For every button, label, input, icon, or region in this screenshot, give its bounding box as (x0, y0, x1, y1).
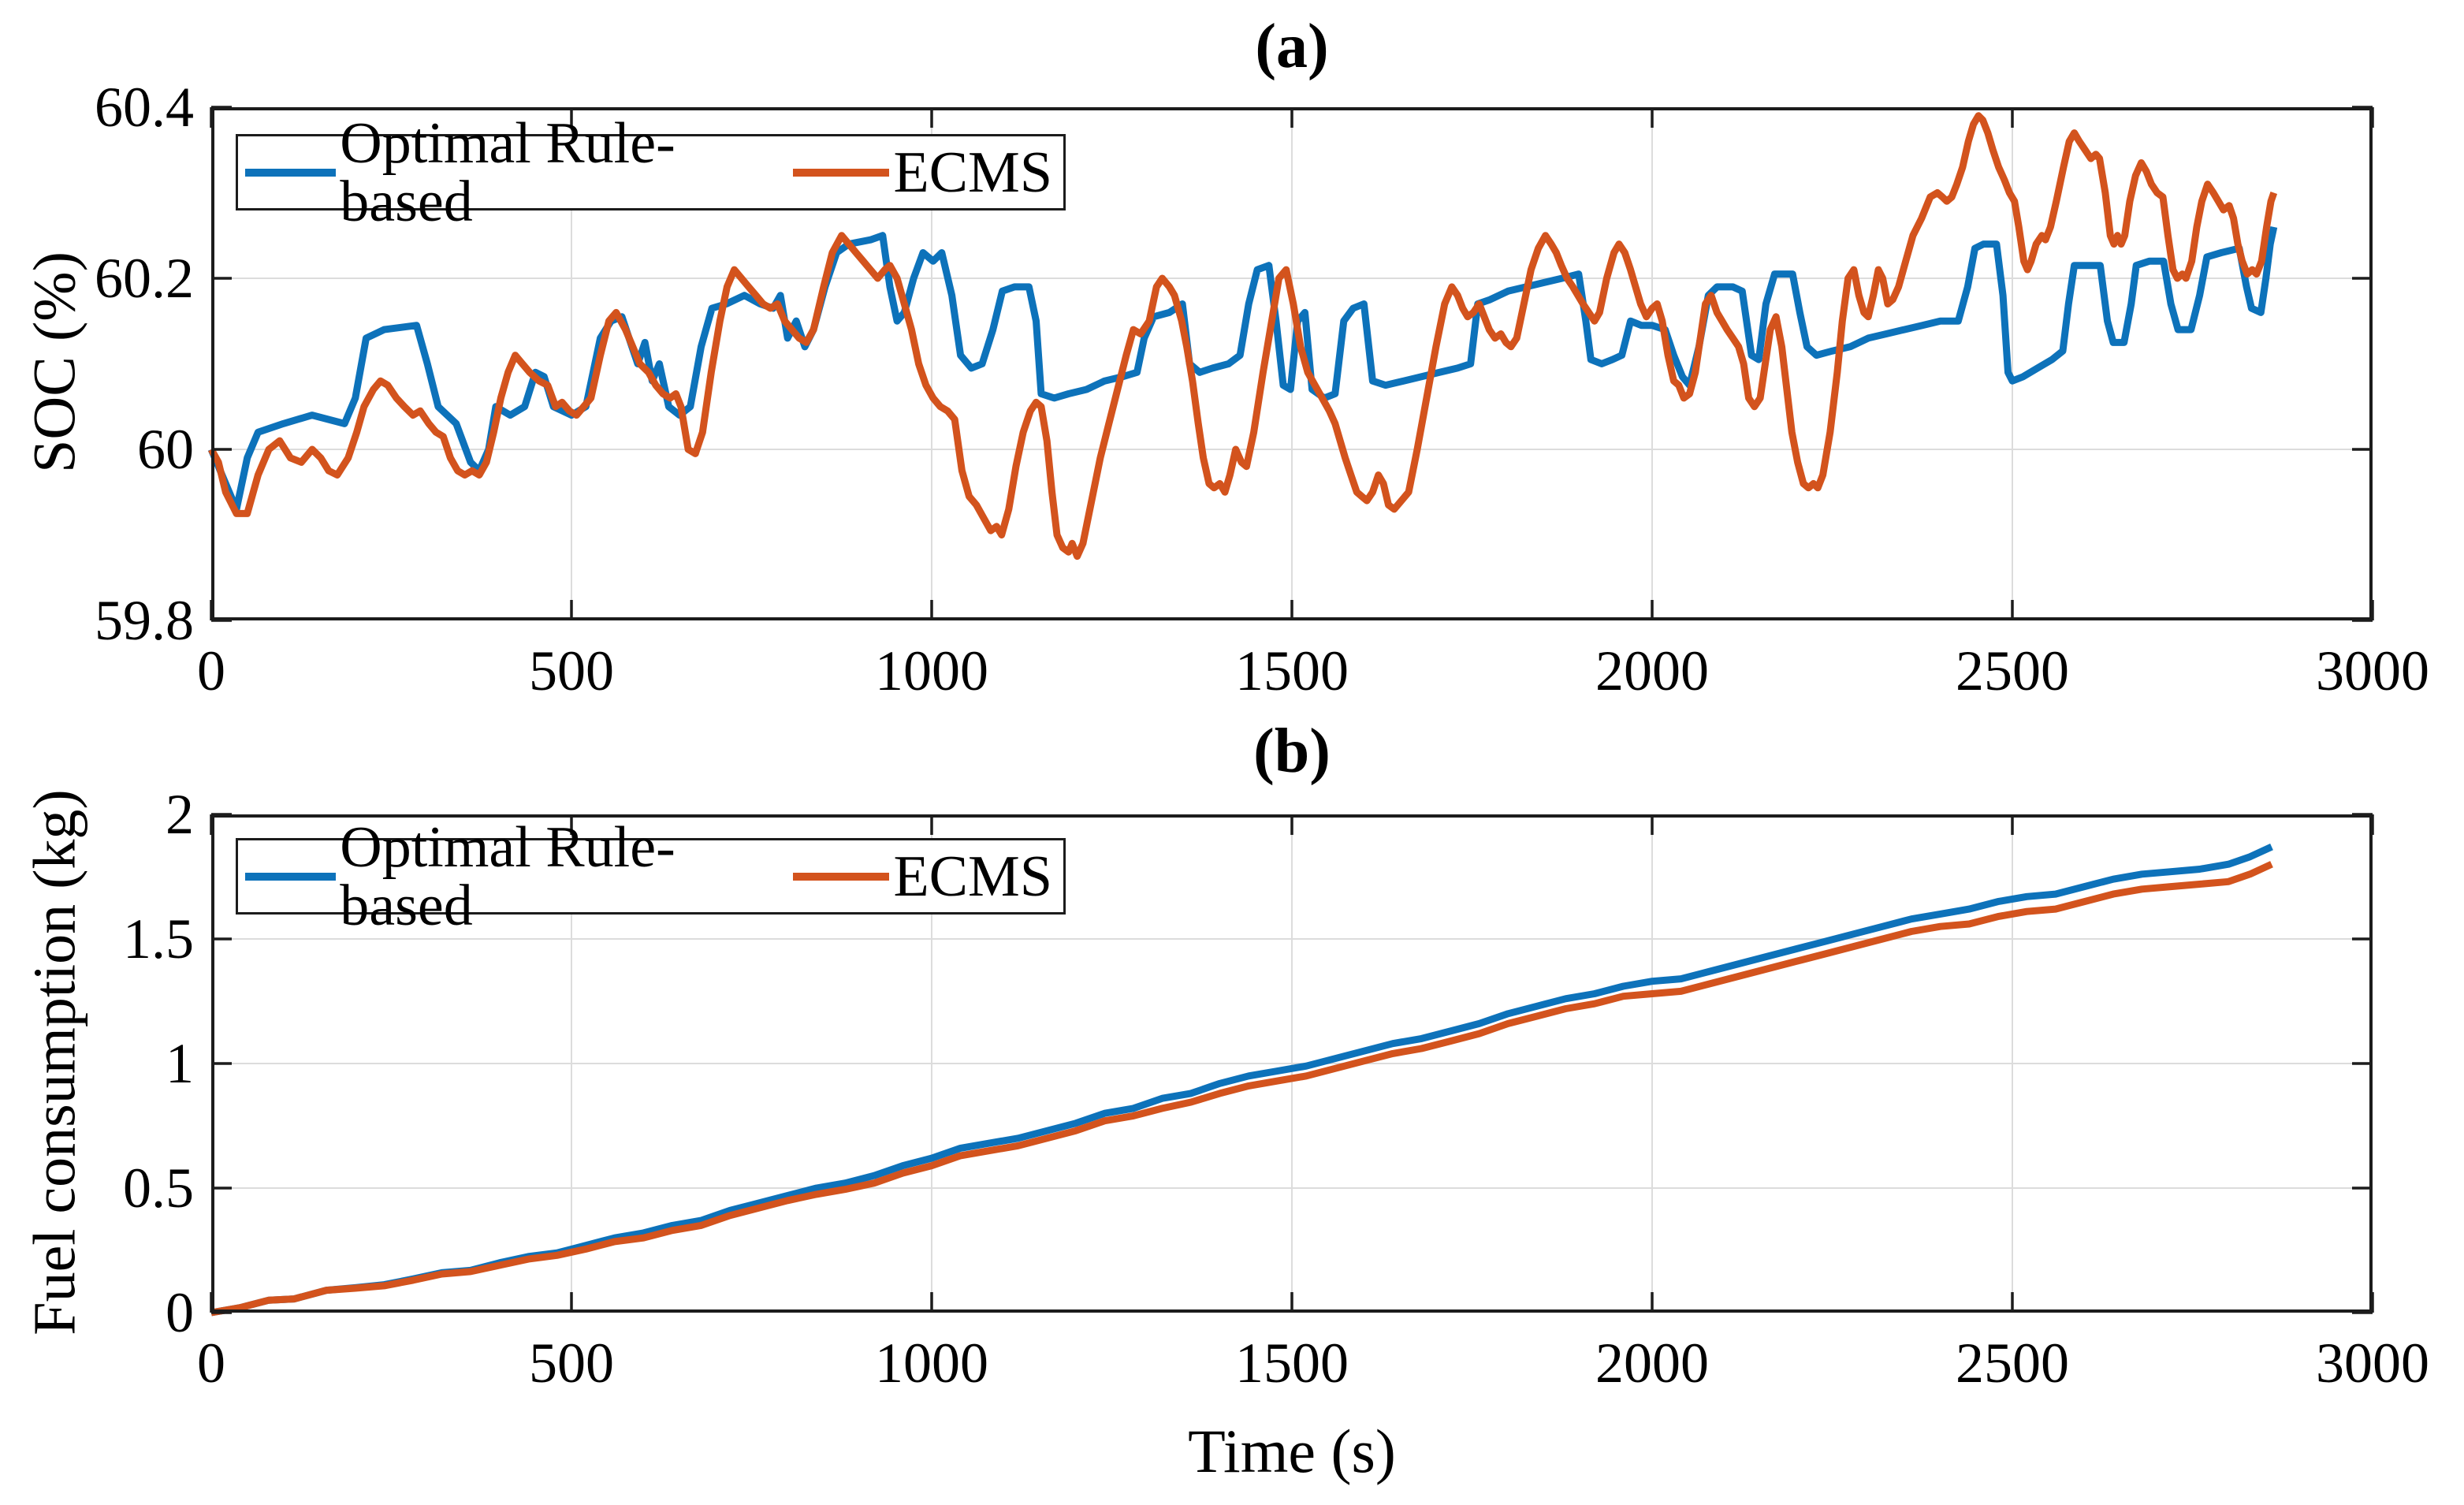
panel-a-y-tick-label: 60.2 (95, 247, 194, 310)
legend-label-optimal-rule-based: Optimal Rule-based (340, 110, 676, 234)
panel-b-x-tick-label: 500 (529, 1332, 614, 1395)
panel-b-x-tick-label: 1000 (875, 1332, 988, 1395)
panel-a-plot-area (207, 106, 2374, 622)
panel-b-title: (b) (1253, 717, 1331, 786)
panel-a-y-tick-label: 59.8 (95, 589, 194, 652)
panel-a-x-tick-label: 2500 (1956, 639, 2069, 702)
panel-b-x-tick-label: 1500 (1235, 1332, 1349, 1395)
panel-b-y-tick-label: 1 (166, 1032, 194, 1095)
optimal-rule-based-line-swatch (245, 168, 337, 177)
panel-a-legend: Optimal Rule-based ECMS (236, 114, 1066, 231)
series-line-ecms (208, 112, 2278, 561)
x-axis-label-time: Time (s) (1188, 1417, 1396, 1485)
panel-b-y-tick-label: 0 (166, 1281, 194, 1344)
panel-b-x-tick-label: 3000 (2316, 1332, 2429, 1395)
panel-b-y-tick-label: 1.5 (123, 907, 194, 970)
panel-b-legend: Optimal Rule-based ECMS (236, 818, 1066, 935)
panel-a-x-tick-label: 1500 (1235, 639, 1349, 702)
panel-a-x-tick-label: 0 (197, 639, 225, 702)
legend-item-optimal-rule-based: Optimal Rule-based (245, 818, 782, 935)
panel-a-x-tick-label: 3000 (2316, 639, 2429, 702)
panel-b-y-axis-label: Fuel consumption (kg) (21, 789, 88, 1336)
panel-b-x-tick-label: 2000 (1595, 1332, 1709, 1395)
legend-label-optimal-rule-based: Optimal Rule-based (340, 814, 676, 938)
panel-b-x-tick-label: 0 (197, 1332, 225, 1395)
legend-item-ecms: ECMS (793, 847, 1052, 906)
panel-a-x-tick-label: 500 (529, 639, 614, 702)
legend-label-ecms: ECMS (893, 140, 1052, 205)
legend-item-ecms: ECMS (793, 143, 1052, 202)
ecms-line-swatch (793, 168, 890, 177)
panel-a-y-axis-label: SOC (%) (21, 251, 88, 473)
panel-b-y-tick-label: 0.5 (123, 1157, 194, 1220)
legend-item-optimal-rule-based: Optimal Rule-based (245, 114, 782, 231)
panel-b-plot-area (210, 813, 2374, 1317)
panel-b-x-tick-label: 2500 (1956, 1332, 2069, 1395)
optimal-rule-based-line-swatch (245, 872, 337, 881)
ecms-line-swatch (793, 872, 890, 881)
panel-a-title: (a) (1255, 12, 1329, 81)
panel-a-x-tick-label: 1000 (875, 639, 988, 702)
panel-a-y-tick-label: 60 (137, 418, 194, 481)
series-line-ecms (210, 861, 2273, 1317)
panel-b-y-tick-label: 2 (166, 783, 194, 846)
legend-label-ecms: ECMS (893, 844, 1052, 909)
panel-a-y-tick-label: 60.4 (95, 76, 194, 139)
panel-a-x-tick-label: 2000 (1595, 639, 1709, 702)
